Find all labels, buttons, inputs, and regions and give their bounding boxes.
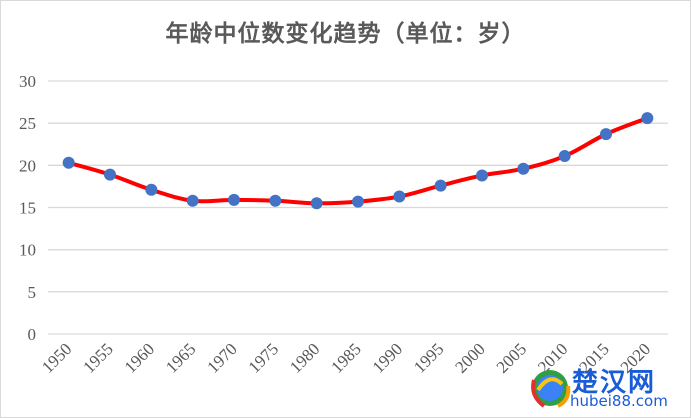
data-point	[517, 162, 530, 175]
data-point	[310, 197, 323, 210]
y-tick-label: 20	[19, 156, 36, 175]
y-tick-label: 0	[28, 325, 37, 344]
x-tick-label: 1980	[286, 339, 323, 376]
x-tick-label: 1950	[38, 339, 75, 376]
y-tick-label: 15	[19, 199, 36, 218]
data-point	[352, 195, 364, 208]
data-point	[600, 128, 612, 141]
data-point	[476, 169, 488, 182]
data-point	[145, 183, 158, 196]
data-point	[186, 194, 199, 207]
x-tick-label: 2000	[451, 339, 488, 376]
x-tick-label: 1960	[121, 339, 158, 376]
data-point	[434, 179, 447, 192]
y-tick-label: 5	[28, 283, 37, 302]
watermark-url: hubei88.com	[570, 392, 668, 410]
watermark-logo: 楚汉网 hubei88.com	[528, 360, 688, 414]
data-point	[641, 112, 654, 125]
data-point	[104, 168, 116, 181]
chart-title: 年龄中位数变化趋势（单位：岁）	[165, 20, 526, 47]
globe-logo-icon	[531, 370, 571, 408]
gridlines	[48, 80, 668, 335]
y-tick-label: 10	[19, 241, 36, 260]
y-tick-label: 25	[19, 114, 36, 133]
data-point	[393, 190, 406, 203]
x-tick-label: 1955	[79, 339, 116, 376]
watermark-name: 楚汉网	[572, 368, 657, 398]
x-tick-label: 1975	[245, 339, 282, 376]
x-tick-label: 1985	[327, 339, 364, 376]
data-point	[269, 194, 282, 207]
x-tick-label: 1965	[162, 339, 199, 376]
y-tick-label: 30	[19, 72, 36, 91]
y-axis-ticks: 0 5 10 15 20 25 30	[19, 72, 36, 344]
x-tick-label: 1970	[203, 339, 240, 376]
data-point	[558, 150, 571, 163]
data-point	[62, 156, 75, 169]
data-markers	[62, 112, 654, 210]
data-point	[228, 193, 240, 206]
x-tick-label: 1990	[369, 339, 406, 376]
x-tick-label: 1995	[410, 339, 447, 376]
x-tick-label: 2005	[493, 339, 530, 376]
